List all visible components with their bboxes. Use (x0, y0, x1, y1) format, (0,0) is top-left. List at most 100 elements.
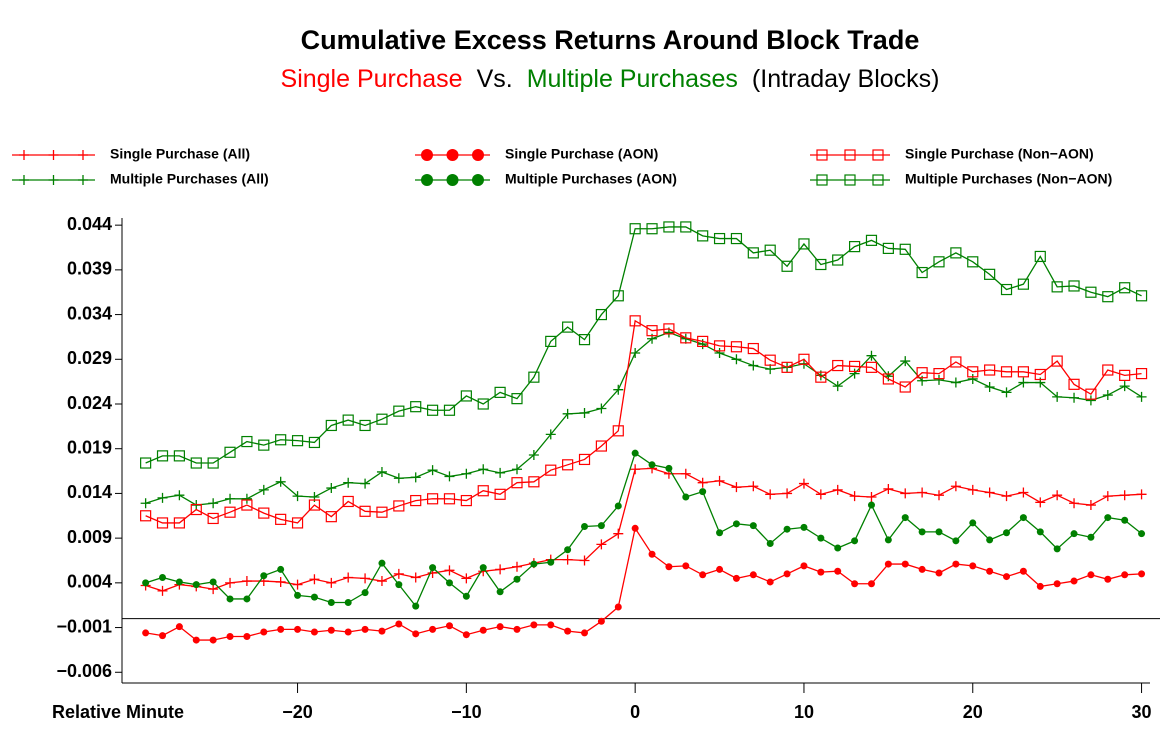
marker-dot (361, 589, 369, 597)
marker-plus (967, 373, 978, 384)
marker-plus (360, 573, 371, 584)
marker-dot (1121, 516, 1129, 524)
marker-plus (241, 493, 252, 504)
marker-dot (496, 623, 504, 631)
marker-dot (1053, 580, 1061, 588)
marker-plus (613, 528, 624, 539)
marker-plus (917, 487, 928, 498)
marker-square (950, 247, 962, 259)
marker-dot (327, 599, 335, 607)
marker-plus (815, 489, 826, 500)
marker-square (393, 405, 405, 417)
marker-dot (513, 575, 521, 583)
marker-square (308, 499, 321, 511)
marker-plus (208, 498, 219, 509)
marker-square (865, 234, 878, 246)
marker-dot (226, 633, 234, 640)
marker-plus (478, 464, 489, 475)
marker-square (899, 243, 911, 255)
marker-square (528, 476, 540, 488)
marker-dot (986, 536, 994, 544)
marker-square (410, 401, 422, 413)
marker-dot (1087, 533, 1095, 541)
marker-square (629, 315, 641, 327)
marker-square (1085, 286, 1097, 298)
marker-dot (564, 627, 572, 635)
marker-square (1119, 282, 1131, 294)
y-tick-label: −0.006 (56, 661, 112, 681)
marker-square (984, 364, 996, 376)
marker-dot (1104, 575, 1112, 583)
marker-square (680, 221, 692, 233)
marker-dot (294, 625, 302, 633)
marker-square (1068, 378, 1080, 390)
marker-square (612, 425, 624, 437)
marker-plus (309, 574, 320, 585)
marker-square (916, 367, 928, 379)
marker-plus (933, 490, 944, 501)
marker-plus (528, 449, 539, 460)
marker-square (595, 308, 607, 321)
marker-plus (849, 368, 860, 379)
marker-plus (1052, 490, 1063, 501)
marker-plus (1001, 491, 1012, 502)
marker-square (595, 440, 607, 452)
x-tick-label: 20 (963, 702, 983, 722)
marker-square (224, 506, 236, 518)
marker-dot (884, 536, 892, 544)
marker-square (241, 499, 253, 511)
marker-dot (192, 581, 200, 589)
marker-dot (614, 603, 622, 611)
marker-dot (766, 540, 774, 547)
marker-plus (680, 468, 691, 479)
subtitle-part: Single Purchase (281, 65, 463, 93)
marker-plus (275, 576, 286, 587)
marker-plus (461, 468, 472, 479)
marker-square (950, 356, 962, 368)
marker-plus (562, 554, 573, 565)
legend-marker (446, 174, 459, 186)
marker-dot (547, 558, 555, 566)
marker-plus (545, 429, 556, 440)
marker-square (680, 332, 692, 344)
marker-plus (630, 348, 641, 359)
marker-dot (716, 529, 724, 537)
marker-plus (596, 539, 607, 550)
marker-dot (1036, 528, 1044, 536)
marker-plus (208, 584, 219, 595)
marker-dot (479, 626, 487, 634)
marker-dot (631, 524, 639, 532)
marker-dot (935, 569, 943, 577)
marker-square (173, 517, 185, 529)
marker-square (815, 371, 827, 383)
marker-plus (1119, 381, 1130, 392)
marker-square (258, 507, 270, 519)
marker-plus (1035, 497, 1046, 508)
marker-plus (241, 576, 252, 587)
marker-square (933, 256, 945, 268)
marker-plus (984, 382, 995, 393)
marker-plus (225, 577, 236, 588)
marker-dot (867, 501, 875, 509)
marker-dot (783, 525, 791, 533)
x-tick-label: −10 (451, 702, 482, 722)
marker-dot (884, 560, 892, 568)
marker-dot (412, 630, 420, 638)
legend-label: Multiple Purchases (All) (110, 171, 269, 187)
marker-square (359, 419, 371, 432)
marker-plus (393, 568, 404, 579)
marker-square (156, 517, 169, 529)
marker-square (798, 353, 810, 365)
marker-square (764, 354, 776, 366)
marker-square (190, 457, 202, 469)
marker-square (713, 340, 726, 352)
marker-square (832, 254, 844, 266)
marker-square (426, 493, 439, 505)
marker-plus (562, 408, 573, 419)
marker-dot (445, 579, 453, 587)
marker-square (460, 390, 472, 402)
series-line (145, 452, 1142, 608)
marker-dot (395, 581, 403, 589)
marker-square (882, 242, 894, 255)
marker-plus (748, 481, 759, 492)
